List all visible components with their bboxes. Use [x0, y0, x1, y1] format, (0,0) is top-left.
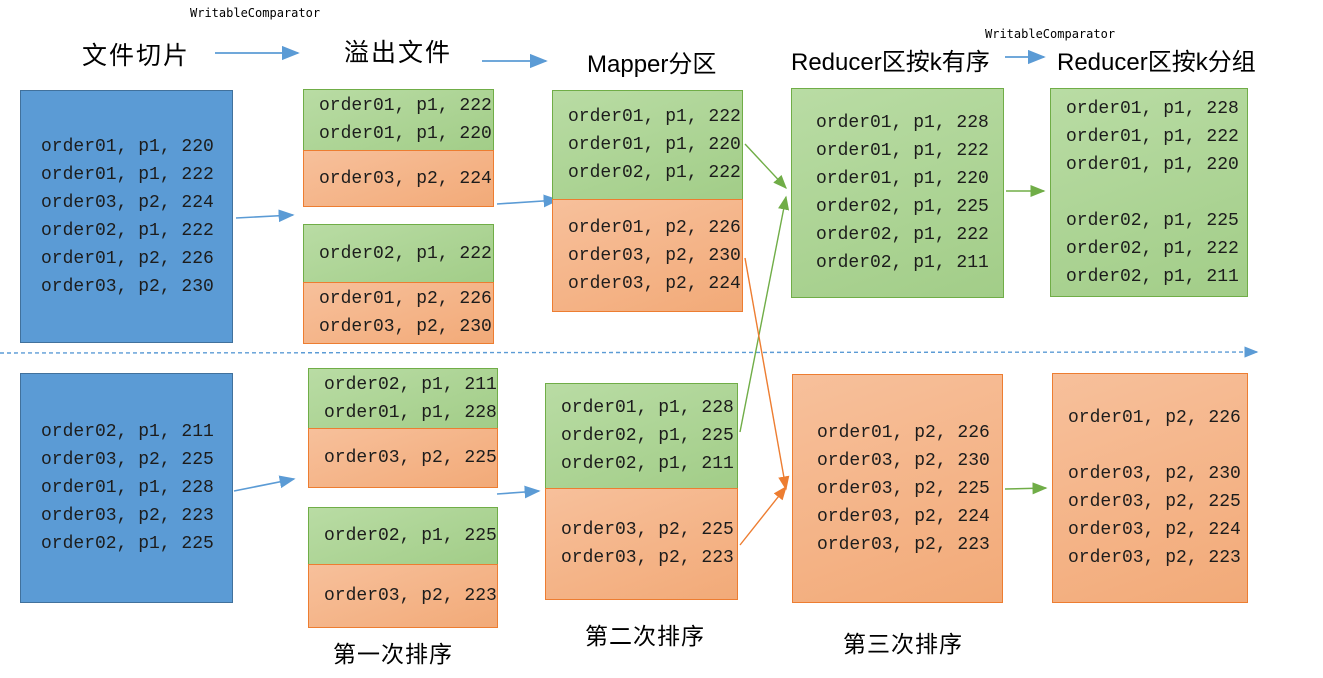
- arrow-mapper-bottom-orange-to-reducer: [739, 485, 787, 546]
- stage-title-mapper-partition: Mapper分区: [587, 51, 717, 78]
- spill-top-block1-green-section: order01, p1, 222 order01, p1, 220: [303, 89, 494, 151]
- stage-title-reducer-sorted: Reducer区按k有序: [791, 49, 990, 76]
- arrow-spill-bottom-to-mapper: [496, 485, 541, 499]
- file-slice-box-top: order01, p1, 220 order01, p1, 222 order0…: [20, 90, 233, 343]
- reducer-grouped-orange-box: order01, p2, 226 order03, p2, 230 order0…: [1052, 373, 1248, 603]
- sort-pass-label-first: 第一次排序: [333, 642, 453, 668]
- stage-title-spill-files: 溢出文件: [344, 38, 453, 67]
- reducer-grouped-green-box: order01, p1, 228 order01, p1, 222 order0…: [1050, 88, 1248, 297]
- arrow-mapper-bottom-green-to-reducer: [739, 195, 790, 433]
- mapper-partition-top-orange-section: order01, p2, 226 order03, p2, 230 order0…: [552, 199, 743, 312]
- mapper-partition-top-green-section: order01, p1, 222 order01, p1, 220 order0…: [552, 90, 743, 200]
- arrow-mapper-top-orange-to-reducer: [744, 257, 790, 491]
- stage-title-file-slices: 文件切片: [82, 41, 191, 70]
- arrow-mapper-top-green-to-reducer: [744, 143, 787, 190]
- spill-top-block1-orange-section: order03, p2, 224: [303, 150, 494, 207]
- reducer-sorted-green-box: order01, p1, 228 order01, p1, 222 order0…: [791, 88, 1004, 298]
- spill-bottom-block1-green-section: order02, p1, 211 order01, p1, 228: [308, 368, 498, 429]
- arrow-slice-bottom-to-spill: [233, 475, 296, 492]
- arrow-sorted-orange-to-grouped: [1004, 482, 1048, 495]
- writable-comparator-label-right: WritableComparator: [985, 27, 1116, 41]
- sort-pass-label-second: 第二次排序: [585, 624, 705, 650]
- spill-bottom-block1-orange-section: order03, p2, 225: [308, 428, 498, 488]
- spill-top-block2-orange-section: order01, p2, 226 order03, p2, 230: [303, 282, 494, 344]
- stage-title-reducer-grouped: Reducer区按k分组: [1057, 49, 1256, 76]
- writable-comparator-label-top: WritableComparator: [190, 6, 321, 20]
- mapper-partition-bottom-orange-section: order03, p2, 225 order03, p2, 223: [545, 488, 738, 600]
- file-slice-box-bottom: order02, p1, 211 order03, p2, 225 order0…: [20, 373, 233, 603]
- phase-divider-dashed-arrow: [0, 346, 1259, 358]
- arrow-spill-top-to-mapper: [496, 194, 560, 208]
- arrow-slice-top-to-spill: [235, 209, 295, 223]
- spill-top-block2-green-section: order02, p1, 222: [303, 224, 494, 283]
- spill-bottom-block2-green-section: order02, p1, 225: [308, 507, 498, 565]
- mapper-partition-bottom-green-section: order01, p1, 228 order02, p1, 225 order0…: [545, 383, 738, 489]
- reducer-sorted-orange-box: order01, p2, 226 order03, p2, 230 order0…: [792, 374, 1003, 603]
- sort-pass-label-third: 第三次排序: [843, 632, 963, 658]
- spill-bottom-block2-orange-section: order03, p2, 223: [308, 564, 498, 628]
